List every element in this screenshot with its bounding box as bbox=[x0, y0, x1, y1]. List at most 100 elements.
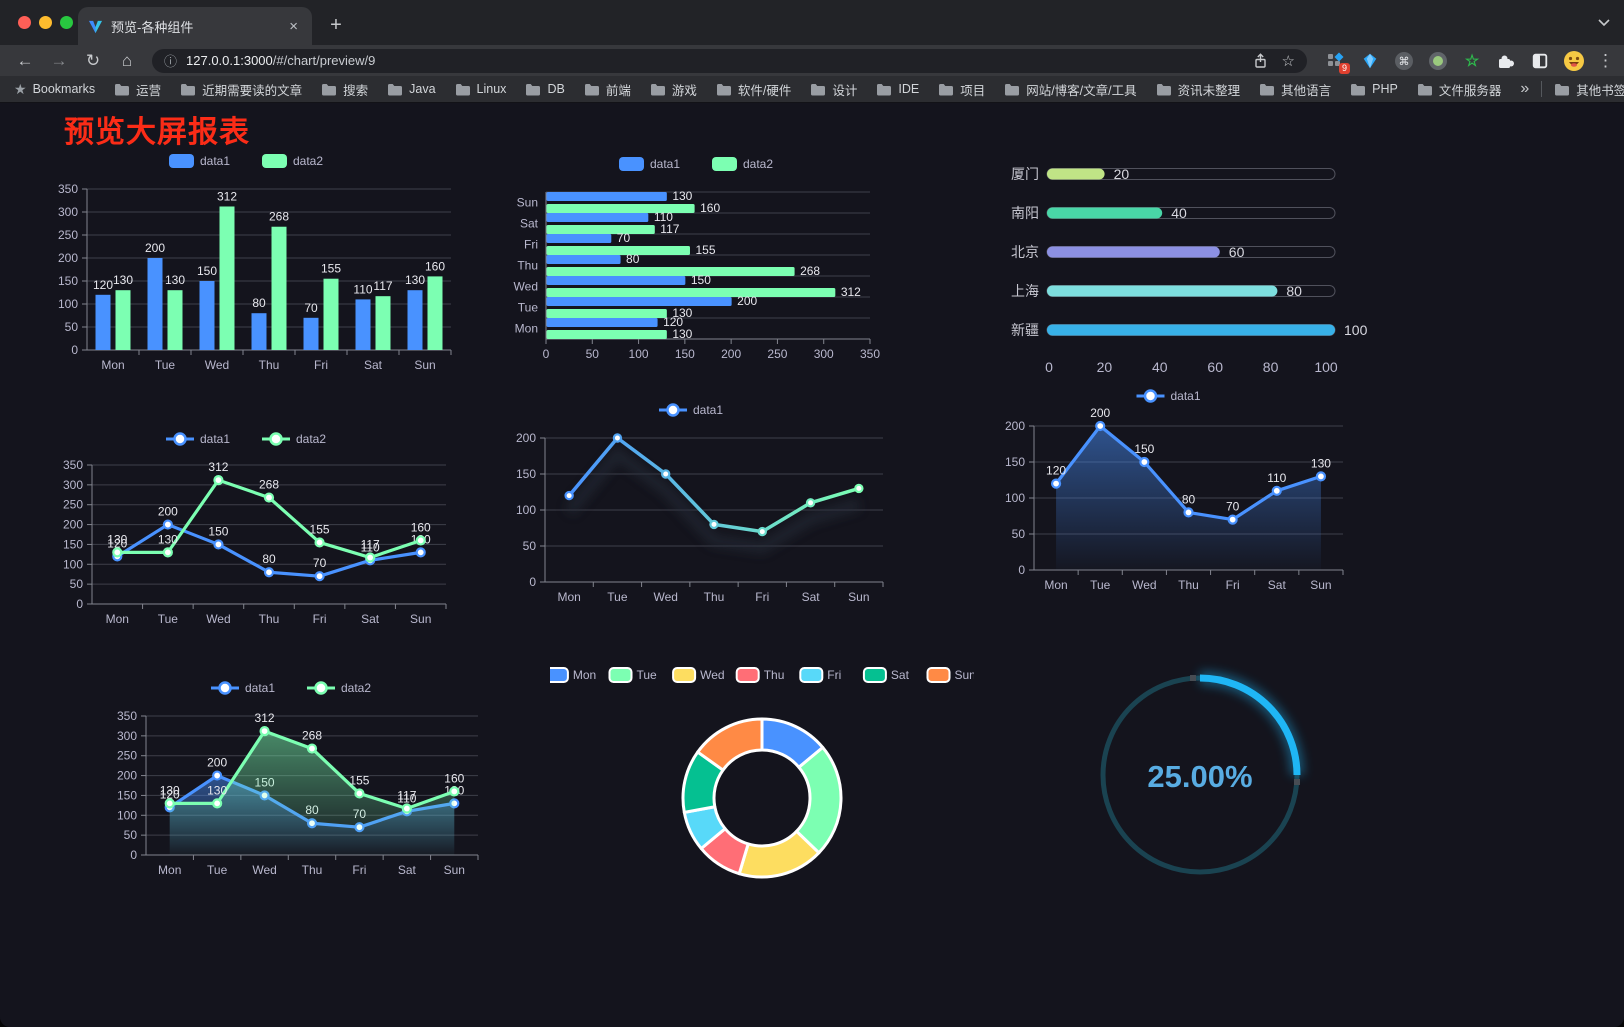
two-series-line-chart[interactable]: data1 data2 0 50 100 150 200 250 300 350 Mon Tue Wed… bbox=[40, 425, 460, 640]
svg-text:Thu: Thu bbox=[259, 358, 280, 372]
two-series-area-chart[interactable]: data1 data2 0 50 100 150 200 250 300 350 Mon Tue Wed… bbox=[100, 676, 490, 891]
svg-text:300: 300 bbox=[63, 478, 83, 492]
bookmark-folder[interactable]: 游戏 bbox=[650, 80, 697, 99]
svg-text:350: 350 bbox=[58, 182, 78, 196]
recorder-extension-icon[interactable] bbox=[1427, 50, 1449, 72]
green-star-extension-icon[interactable]: ☆ bbox=[1464, 52, 1480, 70]
svg-text:北京: 北京 bbox=[1011, 244, 1039, 260]
svg-text:0: 0 bbox=[1045, 359, 1053, 375]
bookmark-folder[interactable]: 其他语言 bbox=[1259, 80, 1331, 99]
bookmark-folder[interactable]: 运营 bbox=[114, 80, 161, 99]
bookmark-folder[interactable]: IDE bbox=[876, 80, 919, 99]
new-tab-button[interactable]: + bbox=[330, 14, 342, 36]
svg-text:155: 155 bbox=[349, 773, 369, 787]
svg-text:150: 150 bbox=[1134, 442, 1154, 456]
bookmark-folder-label: IDE bbox=[898, 82, 920, 96]
svg-text:data1: data1 bbox=[1171, 389, 1201, 403]
svg-text:Tue: Tue bbox=[1090, 578, 1111, 592]
bookmark-folder[interactable]: DB bbox=[525, 80, 565, 99]
svg-text:Wed: Wed bbox=[205, 358, 229, 372]
close-window-button[interactable] bbox=[18, 16, 31, 29]
bookmark-folder[interactable]: 设计 bbox=[810, 80, 857, 99]
bookmark-folder[interactable]: 网站/博客/文章/工具 bbox=[1004, 80, 1137, 99]
command-extension-icon[interactable]: ⌘ bbox=[1393, 50, 1415, 72]
svg-text:350: 350 bbox=[117, 709, 137, 723]
svg-text:130: 130 bbox=[672, 327, 692, 341]
svg-text:50: 50 bbox=[523, 539, 537, 553]
svg-text:130: 130 bbox=[165, 273, 185, 287]
city-progress-bar-chart[interactable]: 厦门 20 南阳 40 北京 60 上海 80 新疆 100 0 20 40 60 80 100 bbox=[995, 150, 1380, 390]
svg-text:data1: data1 bbox=[693, 403, 723, 417]
bookmark-folder[interactable]: Java bbox=[387, 80, 436, 99]
tampermonkey-extension-icon[interactable]: 9 bbox=[1325, 50, 1350, 74]
url-bar[interactable]: ⓘ 127.0.0.1:3000 /#/chart/preview/9 ☆ bbox=[152, 48, 1307, 73]
profile-avatar[interactable] bbox=[1563, 50, 1585, 72]
bookmark-folder[interactable]: 软件/硬件 bbox=[716, 80, 791, 99]
share-icon[interactable] bbox=[1253, 52, 1268, 69]
bookmark-folder[interactable]: 搜索 bbox=[321, 80, 368, 99]
grouped-bar-chart[interactable]: data1 data2 0 50 100 150 200 250 300 350 Mon Tue Wed… bbox=[35, 145, 465, 390]
svg-text:100: 100 bbox=[516, 503, 536, 517]
svg-text:80: 80 bbox=[626, 252, 640, 266]
svg-text:Sun: Sun bbox=[517, 196, 538, 210]
svg-text:Sat: Sat bbox=[398, 863, 417, 877]
svg-text:Fri: Fri bbox=[827, 668, 841, 682]
bookmark-folder[interactable]: 前端 bbox=[584, 80, 631, 99]
horizontal-bar-chart[interactable]: data1 data2 0 50 100 150 200 250 300 350 Sun 130 160… bbox=[500, 148, 900, 373]
folder-icon bbox=[526, 83, 541, 95]
tab-close-icon[interactable]: × bbox=[289, 17, 298, 35]
svg-text:160: 160 bbox=[425, 259, 445, 273]
svg-text:0: 0 bbox=[130, 848, 137, 862]
svg-text:厦门: 厦门 bbox=[1011, 166, 1039, 182]
folder-icon bbox=[181, 83, 196, 95]
svg-text:data2: data2 bbox=[743, 157, 773, 171]
svg-text:Thu: Thu bbox=[764, 668, 785, 682]
svg-text:Mon: Mon bbox=[158, 863, 181, 877]
svg-text:130: 130 bbox=[672, 306, 692, 320]
svg-text:200: 200 bbox=[737, 294, 757, 308]
svg-text:Mon: Mon bbox=[106, 612, 129, 626]
svg-text:120: 120 bbox=[663, 315, 683, 329]
svg-text:Thu: Thu bbox=[517, 259, 538, 273]
bookmarks-manager-item[interactable]: ★ Bookmarks bbox=[14, 81, 95, 98]
gem-extension-icon[interactable] bbox=[1359, 50, 1381, 72]
split-view-icon[interactable] bbox=[1529, 50, 1551, 72]
svg-text:120: 120 bbox=[93, 278, 113, 292]
svg-text:100: 100 bbox=[1005, 491, 1025, 505]
browser-menu-icon[interactable]: ⋮ bbox=[1597, 50, 1614, 70]
tab-overflow-chevron-icon[interactable] bbox=[1598, 14, 1610, 32]
zoom-window-button[interactable] bbox=[60, 16, 73, 29]
bookmark-folder-label: 软件/硬件 bbox=[737, 83, 792, 98]
svg-text:110: 110 bbox=[361, 540, 380, 554]
bookmarks-overflow-icon[interactable]: » bbox=[1520, 80, 1530, 97]
bookmark-folder[interactable]: 近期需要读的文章 bbox=[180, 80, 302, 99]
minimize-window-button[interactable] bbox=[39, 16, 52, 29]
bookmark-folder[interactable]: 项目 bbox=[938, 80, 985, 99]
svg-text:150: 150 bbox=[516, 467, 536, 481]
svg-text:Sat: Sat bbox=[361, 612, 380, 626]
donut-pie-chart[interactable]: Mon Tue Wed Thu Fri Sat Sun bbox=[544, 660, 976, 882]
gradient-line-chart[interactable]: data1 0 50 100 150 200 Mon Tue Wed Thu Fri Sat Sun bbox=[495, 398, 895, 610]
bookmark-star-icon[interactable]: ☆ bbox=[1281, 52, 1295, 70]
reload-icon[interactable]: ↻ bbox=[85, 50, 101, 70]
site-info-icon[interactable]: ⓘ bbox=[164, 54, 178, 69]
forward-icon[interactable]: → bbox=[50, 50, 68, 70]
bookmark-folder[interactable]: Linux bbox=[455, 80, 506, 99]
single-area-chart[interactable]: data1 0 50 100 150 200 Mon Tue Wed Thu Fri Sat Sun 12… bbox=[990, 386, 1355, 598]
bookmark-folder[interactable]: PHP bbox=[1350, 80, 1398, 99]
other-bookmarks-folder[interactable]: 其他书签 bbox=[1554, 80, 1624, 99]
svg-text:150: 150 bbox=[691, 273, 711, 287]
bookmark-folder[interactable]: 资讯未整理 bbox=[1156, 80, 1240, 99]
puzzle-extensions-icon[interactable] bbox=[1495, 50, 1517, 72]
svg-text:117: 117 bbox=[660, 222, 679, 236]
svg-text:120: 120 bbox=[1046, 464, 1066, 478]
back-icon[interactable]: ← bbox=[16, 50, 34, 70]
bookmark-folder[interactable]: 文件服务器 bbox=[1417, 80, 1501, 99]
svg-text:Tue: Tue bbox=[607, 590, 628, 604]
home-icon[interactable]: ⌂ bbox=[121, 50, 133, 70]
svg-text:80: 80 bbox=[1263, 359, 1279, 375]
svg-text:100: 100 bbox=[58, 297, 78, 311]
browser-tab[interactable]: 预览-各种组件 × bbox=[78, 7, 312, 45]
tab-strip: 预览-各种组件 × + bbox=[0, 0, 1624, 45]
percent-gauge-chart[interactable]: 25.00% bbox=[1080, 653, 1320, 901]
